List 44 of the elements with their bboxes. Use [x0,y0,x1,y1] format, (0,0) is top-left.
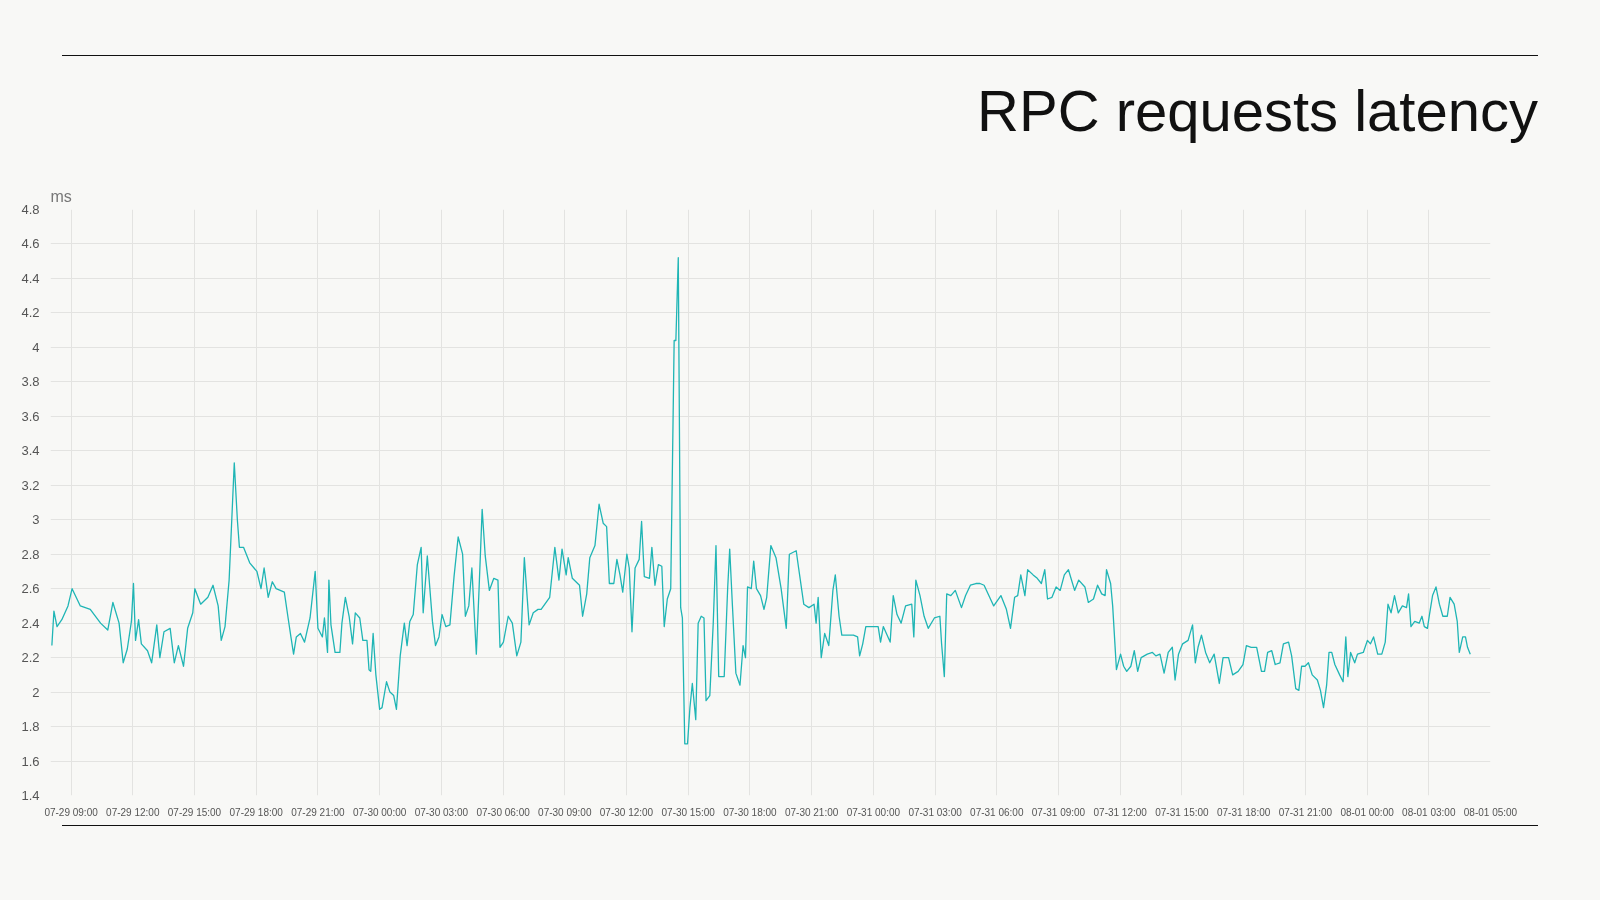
y-tick-label: 3.6 [21,408,40,424]
x-tick-label: 07-30 09:00 [538,806,592,818]
y-tick-label: 2.6 [21,581,40,597]
x-tick-label: 07-30 00:00 [352,806,407,818]
x-tick-label: 07-31 21:00 [1278,806,1333,818]
y-tick-label: 4.2 [21,305,40,321]
x-tick-label: 07-31 12:00 [1093,806,1148,818]
x-tick-label: 07-31 00:00 [846,806,901,818]
x-tick-label: 07-29 18:00 [229,806,284,818]
x-tick-label: 07-31 09:00 [1031,806,1086,818]
y-tick-label: 2 [32,684,40,700]
x-tick-label: 07-31 15:00 [1155,806,1210,818]
y-tick-label: 4.4 [21,270,40,286]
y-tick-label: 4.8 [21,202,40,217]
y-tick-label: 1.8 [21,719,40,735]
y-tick-label: 2.4 [21,615,40,631]
x-tick-label: 07-29 15:00 [167,806,222,818]
y-tick-label: 3.8 [21,374,40,390]
y-tick-label: 1.4 [21,788,40,803]
y-tick-label: 2.2 [21,650,40,666]
y-tick-label: 1.6 [21,753,40,769]
x-tick-label: 07-30 12:00 [599,806,654,818]
x-tick-label: 07-31 06:00 [970,806,1024,818]
x-tick-label: 07-31 03:00 [908,806,963,818]
x-tick-label: 07-30 15:00 [661,806,716,818]
y-tick-label: 4.6 [21,236,40,252]
x-tick-label: 07-31 18:00 [1216,806,1271,818]
x-tick-label: 08-01 05:00 [1463,806,1518,818]
x-tick-label: 07-29 12:00 [106,806,160,818]
y-tick-label: 4 [32,339,40,355]
y-tick-label: 3.4 [21,443,40,459]
y-tick-label: 3 [32,512,40,528]
y-tick-label: 3.2 [21,477,40,493]
x-tick-label: 07-30 21:00 [784,806,839,818]
x-tick-label: 08-01 03:00 [1402,806,1456,818]
y-axis-title: ms [50,187,72,205]
chart-title: RPC requests latency [977,77,1538,145]
y-tick-label: 2.8 [21,546,40,562]
x-tick-label: 07-30 03:00 [414,806,469,818]
x-tick-label: 07-29 09:00 [44,806,99,818]
x-tick-label: 08-01 00:00 [1340,806,1395,818]
x-tick-label: 07-30 18:00 [723,806,778,818]
x-tick-label: 07-29 21:00 [291,806,346,818]
x-tick-label: 07-30 06:00 [476,806,531,818]
